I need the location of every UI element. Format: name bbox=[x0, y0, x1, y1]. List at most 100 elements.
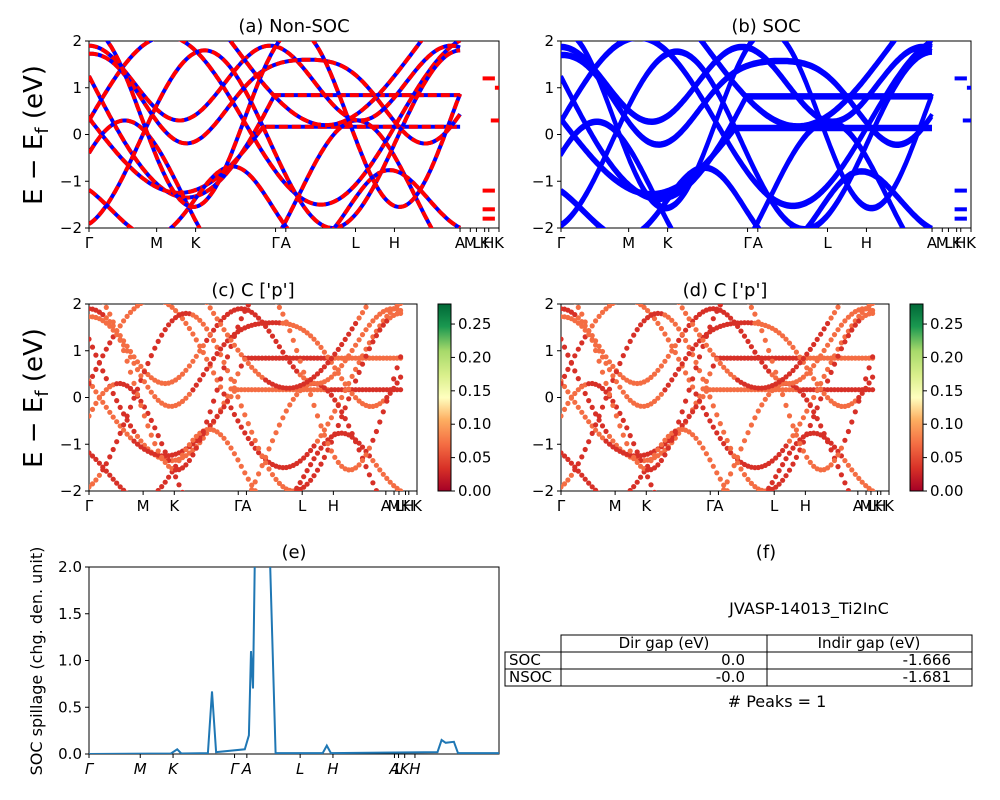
band-line bbox=[699, 41, 896, 128]
band-point bbox=[93, 456, 99, 462]
band-point bbox=[346, 353, 352, 359]
colorbar-tick-label: 0.25 bbox=[458, 315, 491, 333]
band-point bbox=[870, 310, 876, 316]
band-point bbox=[825, 378, 831, 384]
band-point bbox=[183, 395, 189, 401]
band-point bbox=[96, 460, 102, 466]
band-point bbox=[589, 323, 595, 329]
band-point bbox=[755, 408, 761, 414]
band-point bbox=[845, 428, 852, 435]
band-point bbox=[318, 344, 324, 350]
band-point bbox=[863, 376, 869, 382]
band-point bbox=[260, 497, 265, 502]
band-point bbox=[752, 415, 758, 421]
band-point bbox=[693, 365, 699, 371]
band-point bbox=[561, 481, 568, 487]
band-point bbox=[780, 447, 786, 454]
band-point bbox=[807, 370, 813, 376]
x-tick-label: Γ bbox=[557, 234, 566, 252]
band-point bbox=[575, 376, 581, 382]
band-point bbox=[242, 430, 248, 436]
y-tick-label: −1 bbox=[532, 172, 554, 190]
band-point bbox=[193, 314, 199, 320]
band-point bbox=[321, 385, 327, 391]
plot-frame bbox=[88, 40, 500, 229]
band-point bbox=[831, 361, 838, 367]
x-tick-label: A bbox=[927, 234, 938, 252]
band-point bbox=[870, 488, 876, 491]
band-point bbox=[349, 326, 355, 332]
band-point bbox=[131, 360, 137, 366]
band-point bbox=[842, 318, 848, 324]
band-line-split bbox=[574, 41, 934, 212]
band-point bbox=[197, 289, 202, 294]
x-tick-label: L bbox=[395, 497, 404, 515]
band-point bbox=[769, 358, 775, 364]
band-point bbox=[561, 383, 568, 390]
band-point bbox=[110, 476, 116, 482]
band-point bbox=[127, 385, 134, 392]
band-point bbox=[579, 472, 585, 478]
band-point bbox=[391, 376, 397, 382]
band-point bbox=[686, 387, 692, 393]
band-point bbox=[117, 430, 123, 436]
band-point bbox=[101, 304, 105, 305]
band-point bbox=[673, 524, 678, 529]
band-point bbox=[669, 289, 674, 294]
band-point bbox=[631, 298, 636, 303]
band-point bbox=[676, 366, 682, 372]
band-line-red bbox=[89, 41, 462, 207]
band-point bbox=[128, 493, 133, 498]
band-point bbox=[328, 374, 334, 380]
band-point bbox=[169, 304, 175, 310]
band-point bbox=[224, 440, 231, 446]
band-point bbox=[703, 411, 710, 418]
band-point bbox=[565, 366, 571, 372]
band-point bbox=[655, 447, 661, 453]
x-tick-label: A bbox=[241, 497, 252, 515]
band-point bbox=[290, 337, 296, 343]
band-point bbox=[790, 367, 796, 374]
band-point bbox=[169, 318, 175, 324]
band-point bbox=[697, 526, 702, 531]
band-point bbox=[717, 360, 723, 366]
band-point bbox=[121, 342, 127, 348]
band-point bbox=[745, 430, 751, 436]
band-point bbox=[204, 304, 209, 305]
band-point bbox=[346, 386, 352, 392]
band-point bbox=[662, 452, 668, 458]
band-point bbox=[721, 364, 727, 370]
band-point bbox=[748, 344, 755, 350]
band-point bbox=[142, 236, 147, 241]
band-point bbox=[641, 304, 647, 310]
band-point bbox=[269, 472, 276, 478]
band-point bbox=[384, 475, 390, 481]
band-point bbox=[683, 398, 689, 404]
band-point bbox=[867, 523, 872, 528]
band-point bbox=[610, 402, 616, 408]
band-point bbox=[835, 353, 841, 359]
band-point bbox=[353, 320, 359, 327]
band-point bbox=[686, 414, 692, 420]
band-point bbox=[86, 275, 91, 280]
band-point bbox=[613, 369, 620, 375]
band-point bbox=[762, 337, 768, 343]
y-tick-label: −2 bbox=[60, 482, 82, 500]
band-point bbox=[717, 476, 723, 482]
band-point bbox=[800, 356, 807, 362]
band-point bbox=[110, 319, 116, 325]
band-point bbox=[380, 322, 386, 328]
band-point bbox=[773, 484, 779, 490]
band-point bbox=[297, 388, 303, 394]
band-point bbox=[197, 377, 203, 383]
band-line-red bbox=[89, 51, 462, 146]
band-point bbox=[259, 374, 265, 380]
band-point bbox=[731, 374, 737, 380]
band-point bbox=[117, 323, 123, 329]
band-point bbox=[870, 354, 876, 360]
band-point bbox=[228, 405, 234, 411]
band-point bbox=[208, 529, 213, 534]
band-point bbox=[852, 471, 858, 477]
x-tick-label: Γ bbox=[85, 497, 94, 515]
band-point bbox=[561, 373, 568, 379]
